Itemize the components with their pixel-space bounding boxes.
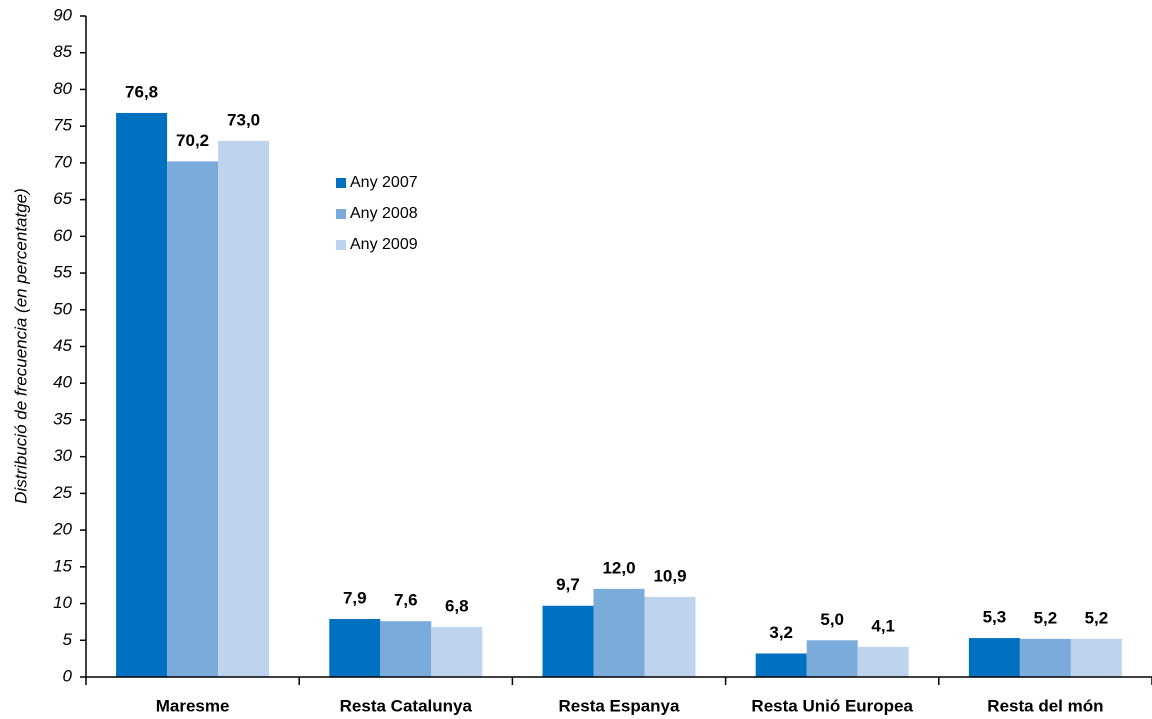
value-label: 12,0	[602, 558, 635, 577]
y-tick-label: 15	[53, 556, 72, 575]
bar	[329, 618, 381, 677]
y-tick-label: 70	[53, 152, 72, 171]
legend-label: Any 2007	[350, 174, 418, 191]
bar	[1019, 638, 1071, 677]
y-tick-label: 55	[53, 263, 72, 282]
x-tick-label: Resta Espanya	[559, 696, 680, 715]
value-label: 10,9	[653, 566, 686, 585]
y-tick-label: 20	[52, 520, 72, 539]
y-tick-label: 45	[53, 336, 72, 355]
bar	[806, 640, 858, 677]
legend-label: Any 2009	[350, 236, 418, 253]
bar	[644, 596, 696, 677]
value-label: 4,1	[871, 616, 895, 635]
value-label: 7,6	[394, 591, 418, 610]
bar	[380, 621, 432, 677]
legend-label: Any 2008	[350, 205, 418, 222]
x-tick-label: Resta Unió Europea	[751, 696, 913, 715]
y-tick-label: 65	[53, 189, 72, 208]
y-tick-label: 85	[53, 42, 72, 61]
y-tick-label: 30	[53, 446, 72, 465]
value-label: 7,9	[343, 588, 367, 607]
bar	[593, 588, 645, 677]
y-axis-label: Distribució de frecuencia (en percentatg…	[11, 188, 30, 504]
bar	[167, 161, 219, 678]
x-tick-label: Maresme	[156, 696, 230, 715]
bar	[116, 112, 168, 678]
y-tick-label: 80	[53, 79, 72, 98]
x-tick-label: Resta Catalunya	[340, 696, 473, 715]
legend-swatch	[336, 209, 346, 219]
value-label: 5,0	[820, 610, 844, 629]
legend-swatch	[336, 240, 346, 250]
bar	[968, 638, 1020, 677]
y-tick-label: 75	[53, 116, 72, 135]
value-label: 70,2	[176, 131, 209, 150]
value-label: 5,2	[1085, 608, 1109, 627]
value-label: 5,2	[1034, 608, 1058, 627]
value-label: 6,8	[445, 597, 469, 616]
value-label: 3,2	[769, 623, 793, 642]
y-tick-label: 5	[63, 630, 73, 649]
value-label: 9,7	[556, 575, 580, 594]
y-tick-label: 60	[53, 226, 72, 245]
y-tick-label: 25	[52, 483, 72, 502]
y-tick-label: 90	[53, 5, 72, 24]
value-label: 76,8	[125, 82, 158, 101]
value-label: 73,0	[227, 110, 260, 129]
bar	[755, 653, 807, 677]
bar	[431, 627, 483, 677]
bar	[218, 140, 270, 677]
y-tick-label: 40	[53, 373, 72, 392]
x-tick-label: Resta del món	[987, 696, 1103, 715]
bar	[542, 605, 594, 677]
bar	[1070, 638, 1122, 677]
value-label: 5,3	[983, 608, 1007, 627]
y-tick-label: 50	[53, 299, 72, 318]
bar	[857, 646, 909, 677]
y-tick-label: 35	[53, 409, 72, 428]
legend-swatch	[336, 178, 346, 188]
y-tick-label: 0	[63, 666, 73, 685]
y-tick-label: 10	[53, 593, 72, 612]
